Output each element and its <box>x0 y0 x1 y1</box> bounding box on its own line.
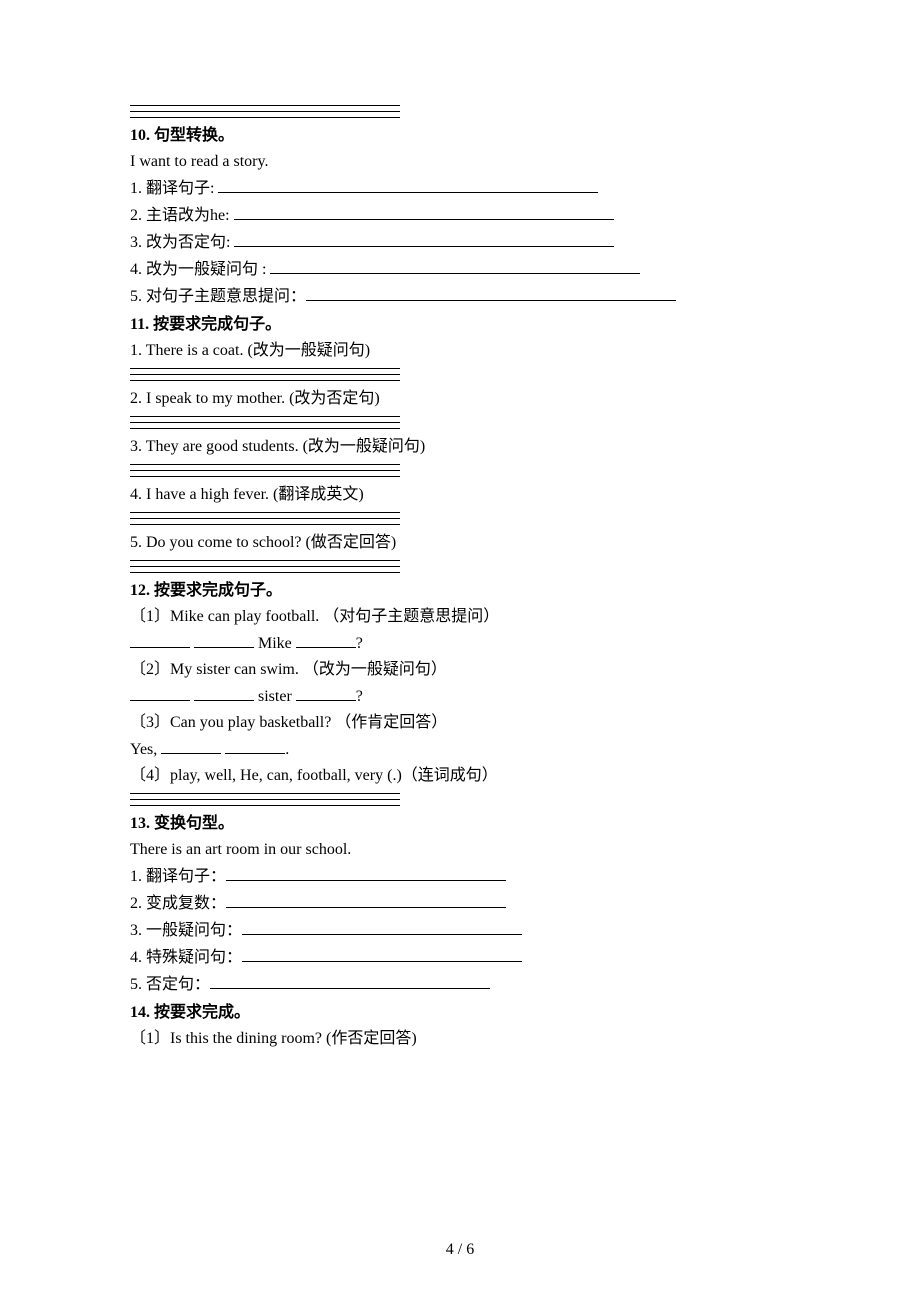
underline <box>130 521 400 525</box>
blank-lines <box>130 365 790 381</box>
section-10-item-4: 4. 改为一般疑问句 : <box>130 257 790 282</box>
section-12-title: 12. 按要求完成句子。 <box>130 579 790 603</box>
section-13-item-3: 3. 一般疑问句： <box>130 918 790 943</box>
section-14-q1: 〔1〕Is this the dining room? (作否定回答) <box>130 1027 790 1051</box>
section-13-title: 13. 变换句型。 <box>130 812 790 836</box>
underline <box>130 563 400 567</box>
section-12-q1-answer: Mike ? <box>130 631 790 656</box>
underline <box>130 413 400 417</box>
text-end: ? <box>356 635 363 652</box>
section-11-item-3: 3. They are good students. (改为一般疑问句) <box>130 435 790 459</box>
item-label: 2. 变成复数： <box>130 895 226 912</box>
section-11-item-5: 5. Do you come to school? (做否定回答) <box>130 531 790 555</box>
section-10-item-3: 3. 改为否定句: <box>130 230 790 255</box>
answer-blank[interactable] <box>296 684 356 701</box>
section-12-q2: 〔2〕My sister can swim. （改为一般疑问句） <box>130 658 790 682</box>
answer-blank[interactable] <box>270 257 640 274</box>
underline <box>130 790 400 794</box>
answer-blank[interactable] <box>218 176 598 193</box>
section-13-item-1: 1. 翻译句子： <box>130 864 790 889</box>
section-13-sentence: There is an art room in our school. <box>130 838 790 862</box>
section-10-item-2: 2. 主语改为he: <box>130 203 790 228</box>
answer-blank[interactable] <box>210 972 490 989</box>
blank-lines <box>130 102 790 118</box>
underline <box>130 108 400 112</box>
section-12-q2-answer: sister ? <box>130 684 790 709</box>
answer-blank[interactable] <box>226 891 506 908</box>
section-11-title: 11. 按要求完成句子。 <box>130 313 790 337</box>
item-label: 4. 特殊疑问句： <box>130 949 242 966</box>
underline <box>130 425 400 429</box>
section-11-item-2: 2. I speak to my mother. (改为否定句) <box>130 387 790 411</box>
section-10-item-1: 1. 翻译句子: <box>130 176 790 201</box>
section-11-item-1: 1. There is a coat. (改为一般疑问句) <box>130 339 790 363</box>
underline <box>130 467 400 471</box>
text-mid: sister <box>258 688 296 705</box>
page-container: 10. 句型转换。 I want to read a story. 1. 翻译句… <box>0 0 920 1302</box>
blank-lines <box>130 790 790 806</box>
blank-lines <box>130 461 790 477</box>
text-end: . <box>285 741 289 758</box>
answer-blank[interactable] <box>242 918 522 935</box>
underline <box>130 509 400 513</box>
item-label: 3. 改为否定句: <box>130 234 234 251</box>
underline <box>130 515 400 519</box>
item-label: 5. 对句子主题意思提问： <box>130 288 306 305</box>
answer-blank[interactable] <box>130 631 190 648</box>
answer-blank[interactable] <box>242 945 522 962</box>
item-label: 4. 改为一般疑问句 : <box>130 261 270 278</box>
section-13-item-5: 5. 否定句： <box>130 972 790 997</box>
answer-blank[interactable] <box>226 864 506 881</box>
item-label: 1. 翻译句子： <box>130 868 226 885</box>
section-12-q3: 〔3〕Can you play basketball? （作肯定回答） <box>130 711 790 735</box>
answer-blank[interactable] <box>161 737 221 754</box>
answer-blank[interactable] <box>130 684 190 701</box>
underline <box>130 114 400 118</box>
answer-blank[interactable] <box>234 203 614 220</box>
page-footer: 4 / 6 <box>0 1238 920 1262</box>
section-12-q4: 〔4〕play, well, He, can, football, very (… <box>130 764 790 788</box>
answer-blank[interactable] <box>194 631 254 648</box>
section-10-title: 10. 句型转换。 <box>130 124 790 148</box>
text-end: ? <box>356 688 363 705</box>
text-mid: Mike <box>258 635 296 652</box>
underline <box>130 569 400 573</box>
section-12-q3-answer: Yes, . <box>130 737 790 762</box>
section-12-q1: 〔1〕Mike can play football. （对句子主题意思提问） <box>130 605 790 629</box>
item-label: 3. 一般疑问句： <box>130 922 242 939</box>
underline <box>130 365 400 369</box>
blank-lines <box>130 557 790 573</box>
blank-lines <box>130 413 790 429</box>
underline <box>130 557 400 561</box>
underline <box>130 371 400 375</box>
section-11-item-4: 4. I have a high fever. (翻译成英文) <box>130 483 790 507</box>
text-prefix: Yes, <box>130 741 161 758</box>
answer-blank[interactable] <box>194 684 254 701</box>
section-13-item-2: 2. 变成复数： <box>130 891 790 916</box>
section-10-sentence: I want to read a story. <box>130 150 790 174</box>
answer-blank[interactable] <box>296 631 356 648</box>
answer-blank[interactable] <box>234 230 614 247</box>
underline <box>130 473 400 477</box>
underline <box>130 461 400 465</box>
underline <box>130 796 400 800</box>
underline <box>130 802 400 806</box>
item-label: 1. 翻译句子: <box>130 180 218 197</box>
section-13-item-4: 4. 特殊疑问句： <box>130 945 790 970</box>
blank-lines <box>130 509 790 525</box>
answer-blank[interactable] <box>225 737 285 754</box>
answer-blank[interactable] <box>306 284 676 301</box>
underline <box>130 377 400 381</box>
section-14-title: 14. 按要求完成。 <box>130 1001 790 1025</box>
underline <box>130 419 400 423</box>
item-label: 2. 主语改为he: <box>130 207 234 224</box>
item-label: 5. 否定句： <box>130 976 210 993</box>
section-10-item-5: 5. 对句子主题意思提问： <box>130 284 790 309</box>
underline <box>130 102 400 106</box>
